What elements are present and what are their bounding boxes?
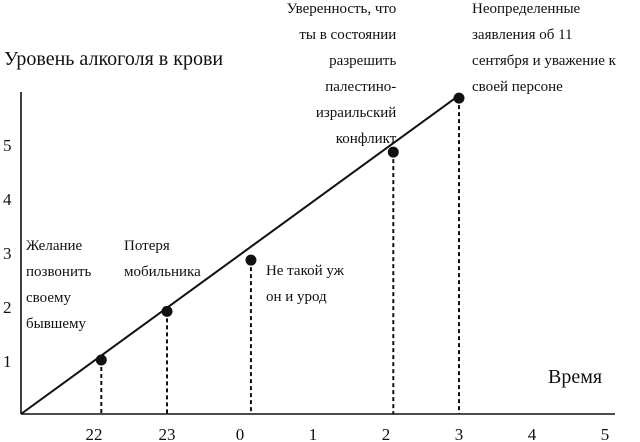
x-tick-label: 3 <box>455 425 464 442</box>
data-point <box>95 354 107 366</box>
y-tick-label: 1 <box>3 352 12 371</box>
guide-lines <box>100 98 460 414</box>
annotation-line: палестино- <box>325 79 396 95</box>
annotation-line: конфликт <box>336 131 397 147</box>
y-tick-label: 5 <box>3 136 12 155</box>
annotation-line: Потеря <box>124 238 170 254</box>
annotation-line: своей персоне <box>472 79 563 95</box>
point-annotation: Неопределенные заявления об 11 сентября и … <box>472 1 617 95</box>
annotation-line: своему <box>26 290 71 306</box>
x-tick-label: 1 <box>309 425 318 442</box>
x-tick-label: 5 <box>601 425 610 442</box>
data-point <box>387 146 399 158</box>
trend-line <box>20 94 460 415</box>
annotation-line: Желание <box>26 238 83 254</box>
annotation-line: ты в состоянии <box>299 27 396 43</box>
x-tick-labels: 22 23 0 1 2 3 4 5 <box>86 425 610 442</box>
annotation-line: он и урод <box>266 289 327 305</box>
x-tick-label: 4 <box>528 425 537 442</box>
annotation-line: сентября и уважение к <box>472 53 617 69</box>
x-axis-title: Время <box>548 366 602 388</box>
annotations: Желание позвонить своему бывшему Потеря мобил… <box>26 1 617 332</box>
data-points <box>95 92 465 366</box>
y-tick-label: 3 <box>3 244 12 263</box>
y-tick-label: 2 <box>3 298 12 317</box>
data-point <box>161 305 173 317</box>
annotation-line: позвонить <box>26 264 92 280</box>
y-axis-title: Уровень алкоголя в крови <box>4 48 223 70</box>
annotation-line: Неопределенные <box>472 1 581 17</box>
annotation-line: мобильника <box>124 264 201 280</box>
point-annotation: Не такой уж он и урод <box>266 263 345 305</box>
annotation-line: израильский <box>316 105 396 121</box>
x-tick-label: 0 <box>236 425 245 442</box>
x-tick-label: 23 <box>159 425 176 442</box>
point-annotation: Потеря мобильника <box>124 238 201 280</box>
x-tick-label: 2 <box>382 425 391 442</box>
annotation-line: разрешить <box>329 53 396 69</box>
y-tick-labels: 1 2 3 4 5 <box>3 136 12 371</box>
data-point <box>453 92 465 104</box>
annotation-line: Уверенность, что <box>287 1 397 17</box>
y-tick-label: 4 <box>3 190 12 209</box>
x-tick-label: 22 <box>86 425 103 442</box>
annotation-line: заявления об 11 <box>472 27 573 43</box>
point-annotation: Уверенность, что ты в состоянии разрешить п… <box>287 1 397 147</box>
point-annotation: Желание позвонить своему бывшему <box>26 238 92 332</box>
trend-layer <box>20 94 460 415</box>
annotation-line: бывшему <box>26 316 86 332</box>
data-point <box>245 254 257 266</box>
annotation-line: Не такой уж <box>266 263 345 279</box>
